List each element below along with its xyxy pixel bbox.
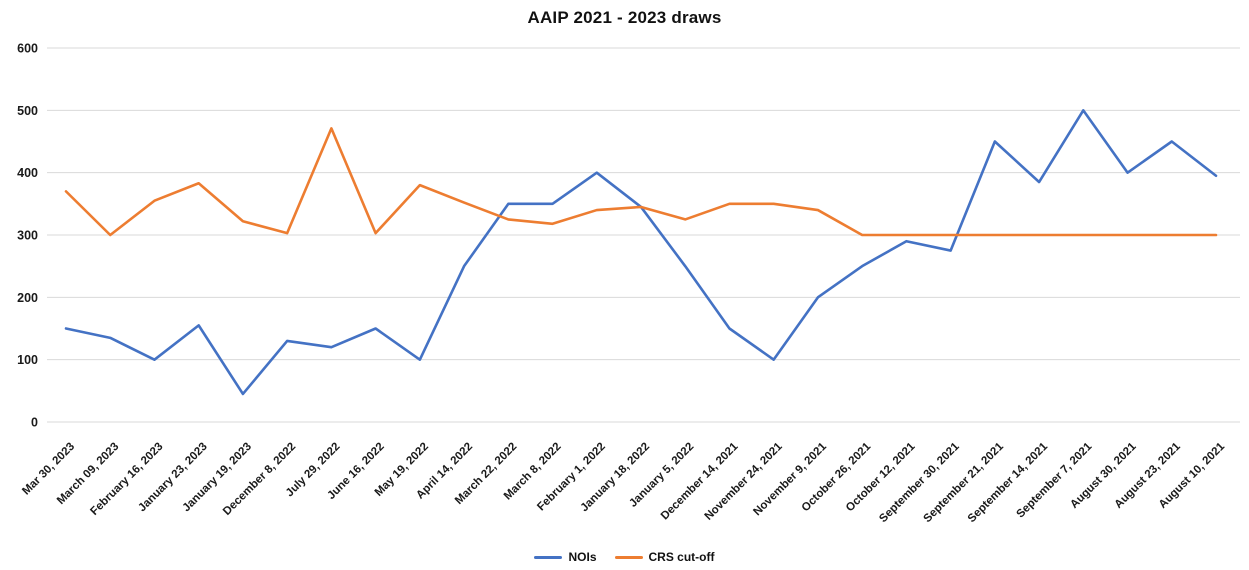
- y-axis-tick-label: 300: [17, 229, 38, 243]
- x-axis-tick-label: September 14, 2021: [966, 440, 1051, 525]
- chart-title: AAIP 2021 - 2023 draws: [527, 8, 722, 27]
- legend-label: NOIs: [568, 550, 597, 564]
- x-axis-tick-label: September 21, 2021: [922, 440, 1007, 525]
- y-axis-tick-label: 100: [17, 353, 38, 367]
- x-axis-tick-label: November 24, 2021: [703, 440, 786, 523]
- legend-line-swatch: [534, 555, 563, 559]
- legend-line-swatch: [614, 555, 643, 559]
- x-axis-tick-label: September 30, 2021: [877, 440, 962, 525]
- x-axis-tick-label: November 9, 2021: [751, 440, 829, 518]
- legend: NOIs CRS cut-off: [0, 550, 1249, 564]
- y-axis-tick-label: 600: [17, 42, 38, 56]
- y-axis-tick-label: 400: [17, 166, 38, 180]
- series-line-crs-cut-off: [64, 127, 1218, 237]
- x-axis-tick-label: September 7, 2021: [1015, 440, 1095, 520]
- y-axis-tick-label: 500: [17, 104, 38, 118]
- legend-item: CRS cut-off: [614, 550, 715, 564]
- legend-label: CRS cut-off: [648, 550, 715, 564]
- x-axis-tick-label: December 14, 2021: [659, 440, 741, 522]
- legend-item: NOIs: [534, 550, 597, 564]
- y-axis-tick-label: 200: [17, 291, 38, 305]
- y-axis-tick-label: 0: [31, 416, 38, 430]
- series-line-nois: [64, 109, 1218, 396]
